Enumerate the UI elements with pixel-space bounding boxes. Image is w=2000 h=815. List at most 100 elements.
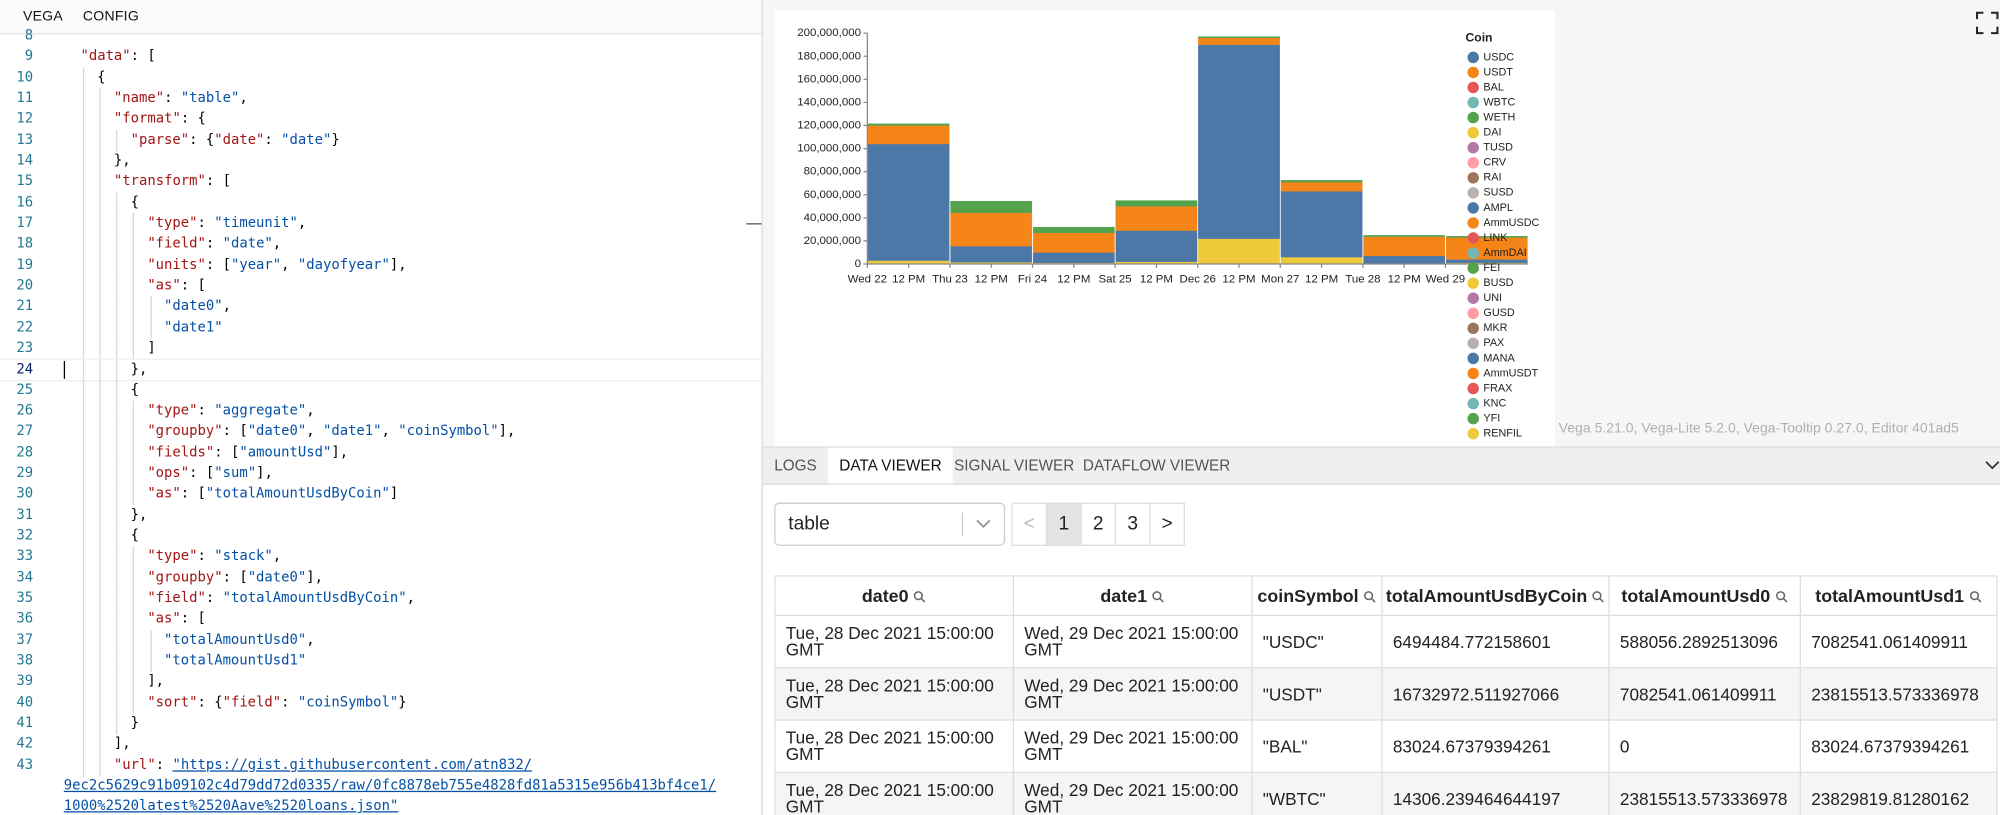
line-number: 13 [16,130,34,148]
x-tick-label: Mon 27 [1261,273,1299,285]
code-editor[interactable]: 8 9 "data": [10{11 "name": "table", 12 "forma… [0,0,762,815]
legend-label: MANA [1483,352,1515,364]
indent-guide [133,587,135,610]
panel-tab[interactable]: SIGNAL VIEWER [954,456,1075,475]
indent-guide [99,421,102,443]
line-number: 15 [16,172,34,190]
indent-guide [116,504,118,527]
indent-guide [133,254,135,277]
indent-guide [99,171,102,193]
code-line: 19 "units": ["year", "dayofyear"], [0,254,761,277]
dataset-select[interactable]: table [774,502,1006,546]
panel-tab[interactable]: LOGS [774,456,817,475]
indent-guide [99,442,102,464]
column-header[interactable]: totalAmountUsd1 [1799,575,1998,617]
code-token: "https://gist.githubusercontent.com/atn8… [172,755,533,773]
indent-guide [83,150,85,173]
x-tick-label: 12 PM [1140,273,1173,285]
line-number: 28 [16,443,34,460]
search-icon [1364,591,1376,603]
code-text: ] [147,338,155,358]
code-token: ], [331,443,349,460]
legend-label: LINK [1483,232,1508,244]
table-cell: Tue, 28 Dec 2021 15:00:00 GMT [774,719,1015,773]
page-button[interactable]: > [1149,502,1185,546]
legend-symbol [1467,126,1479,139]
code-token: } [130,714,139,731]
code-text: "sort": {"field": "coinSymbol"} [147,692,406,712]
search-icon [1592,591,1605,603]
code-token: ], [147,672,165,690]
code-token: ] [389,485,399,502]
search-icon-lens [1775,591,1785,601]
legend-symbol [1467,81,1479,94]
search-icon-handle [1976,598,1982,603]
indent-guide [99,629,102,652]
page-button[interactable]: 1 [1045,502,1082,546]
legend-symbol [1467,292,1479,304]
legend-label: PAX [1483,337,1504,349]
search-icon-lens [1969,591,1979,601]
y-tick-label: 120,000,000 [797,120,861,132]
column-header[interactable]: totalAmountUsdByCoin [1381,575,1610,617]
column-header[interactable]: coinSymbol [1251,575,1383,617]
code-token: ], [306,568,323,585]
line-number: 41 [16,714,34,731]
column-header[interactable]: totalAmountUsd0 [1608,575,1802,617]
legend-label: FEI [1483,262,1500,274]
indent-guide [116,400,118,423]
indent-guide [99,462,102,485]
indent-guide [83,337,85,360]
code-line: 26 "type": "aggregate", [0,400,761,423]
code-token: "date0" [247,422,307,440]
line-number: 31 [16,505,34,523]
code-token: { [130,193,139,210]
code-token: : [164,89,181,106]
legend-symbol [1467,397,1479,410]
editor-tab[interactable]: VEGA [22,8,63,25]
column-header[interactable]: date0 [774,575,1015,617]
code-token: "table" [180,89,240,106]
code-line: 25 { [0,379,761,402]
indent-guide [133,567,135,589]
fullscreen-button[interactable] [1976,11,1999,35]
panel-tab[interactable]: DATA VIEWER [827,447,954,484]
page-button[interactable]: 2 [1080,502,1117,546]
page-button[interactable]: 3 [1114,502,1151,546]
search-icon-lens [914,591,924,601]
indent-guide [116,254,118,277]
indent-guide [99,504,102,527]
code-token: "name" [113,89,165,106]
bar-segment [1280,180,1363,183]
code-token: "totalAmountUsdByCoin" [222,589,407,606]
line-number: 40 [16,693,34,710]
collapse-button[interactable] [1985,459,2000,472]
panel-tab[interactable]: DATAFLOW VIEWER [1082,456,1231,475]
search-icon [1152,591,1165,603]
code-token: "date0" [247,568,307,585]
table-cell: 83024.67379394261 [1381,719,1610,773]
column-header[interactable]: date1 [1012,575,1253,617]
code-text: "date0", [164,296,231,316]
code-token: , [281,255,298,273]
code-token: "url" [113,755,156,773]
version-info: Vega 5.21.0, Vega-Lite 5.2.0, Vega-Toolt… [1558,420,1959,437]
code-text: { [131,192,139,212]
indent-guide [116,360,118,382]
editor-tab[interactable]: CONFIG [82,8,140,25]
line-number: 16 [16,193,34,210]
indent-guide [83,275,85,298]
column-name: totalAmountUsd1 [1815,585,1965,606]
indent-guide [133,650,135,673]
line-number: 8 [24,26,34,44]
legend-symbol [1467,172,1479,184]
bar-segment [1115,206,1198,231]
indent-guide [116,483,118,506]
code-token: "stack" [214,547,273,565]
bar-segment [867,125,950,145]
indent-guide [99,337,102,360]
code-line: 35 "field": "totalAmountUsdByCoin", [0,587,761,610]
code-token: , [306,630,315,648]
code-token: "as" [147,609,181,627]
line-number: 24 [16,361,34,378]
